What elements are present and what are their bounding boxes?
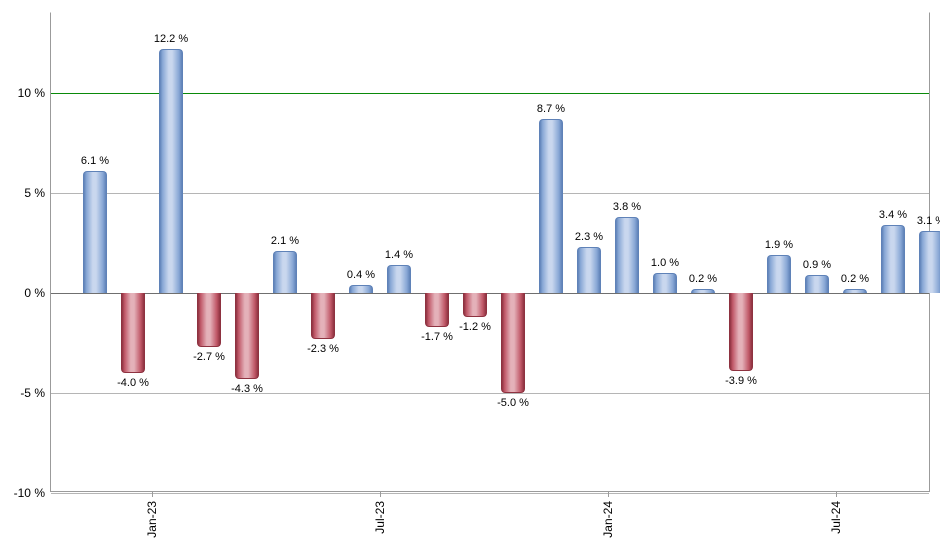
y-tick-label: -10 % xyxy=(14,486,51,500)
bar xyxy=(615,217,639,293)
bar-value-label: 0.2 % xyxy=(841,273,869,285)
bar-value-label: 8.7 % xyxy=(537,103,565,115)
bar xyxy=(349,285,373,293)
bar xyxy=(387,265,411,293)
bar xyxy=(311,293,335,339)
y-tick-label: 0 % xyxy=(24,286,51,300)
bar-value-label: 1.9 % xyxy=(765,239,793,251)
bar xyxy=(805,275,829,293)
bar xyxy=(425,293,449,327)
gridline xyxy=(51,493,929,494)
bar xyxy=(577,247,601,293)
bar xyxy=(919,231,940,293)
bar xyxy=(881,225,905,293)
bar-value-label: 2.3 % xyxy=(575,231,603,243)
x-tick-label: Jan-23 xyxy=(145,501,159,538)
x-tick xyxy=(152,491,153,497)
bar-value-label: 0.9 % xyxy=(803,259,831,271)
bar xyxy=(121,293,145,373)
x-tick-label: Jul-23 xyxy=(373,501,387,534)
bar-value-label: 6.1 % xyxy=(81,155,109,167)
bar xyxy=(235,293,259,379)
bar xyxy=(653,273,677,293)
bar xyxy=(159,49,183,293)
bar xyxy=(463,293,487,317)
x-tick xyxy=(380,491,381,497)
bar-value-label: 3.8 % xyxy=(613,201,641,213)
bar-value-label: -1.2 % xyxy=(459,321,491,333)
bar xyxy=(539,119,563,293)
bar-value-label: -3.9 % xyxy=(725,375,757,387)
bar-value-label: 0.2 % xyxy=(689,273,717,285)
plot-area: 10 %5 %0 %-5 %-10 %6.1 %-4.0 %12.2 %-2.7… xyxy=(50,12,930,492)
y-tick-label: 10 % xyxy=(18,86,51,100)
bar xyxy=(197,293,221,347)
bar-value-label: 0.4 % xyxy=(347,269,375,281)
x-tick-label: Jul-24 xyxy=(829,501,843,534)
bar-value-label: 12.2 % xyxy=(154,33,188,45)
bar-value-label: 2.1 % xyxy=(271,235,299,247)
bar xyxy=(273,251,297,293)
bar-value-label: -2.7 % xyxy=(193,351,225,363)
percent-bar-chart: 10 % 5 % 0 % -5 % -10 % 6.1 % -4.0 % 12.2 % -2.7… xyxy=(0,0,940,550)
bar-value-label: 1.4 % xyxy=(385,249,413,261)
bar xyxy=(691,289,715,293)
y-tick-label: 5 % xyxy=(24,186,51,200)
bar-value-label: -4.0 % xyxy=(117,377,149,389)
x-tick-label: Jan-24 xyxy=(601,501,615,538)
y-tick-label: -5 % xyxy=(20,386,51,400)
bar xyxy=(767,255,791,293)
bar xyxy=(83,171,107,293)
bar xyxy=(501,293,525,393)
bar-value-label: -5.0 % xyxy=(497,397,529,409)
bar-value-label: 3.1 % xyxy=(917,215,940,227)
bar-value-label: -1.7 % xyxy=(421,331,453,343)
bar-value-label: -2.3 % xyxy=(307,343,339,355)
zero-axis-line xyxy=(51,293,929,294)
gridline xyxy=(51,393,929,394)
bar-value-label: -4.3 % xyxy=(231,383,263,395)
bar-value-label: 3.4 % xyxy=(879,209,907,221)
bar xyxy=(729,293,753,371)
x-tick xyxy=(836,491,837,497)
x-tick xyxy=(608,491,609,497)
bar xyxy=(843,289,867,293)
bar-value-label: 1.0 % xyxy=(651,257,679,269)
